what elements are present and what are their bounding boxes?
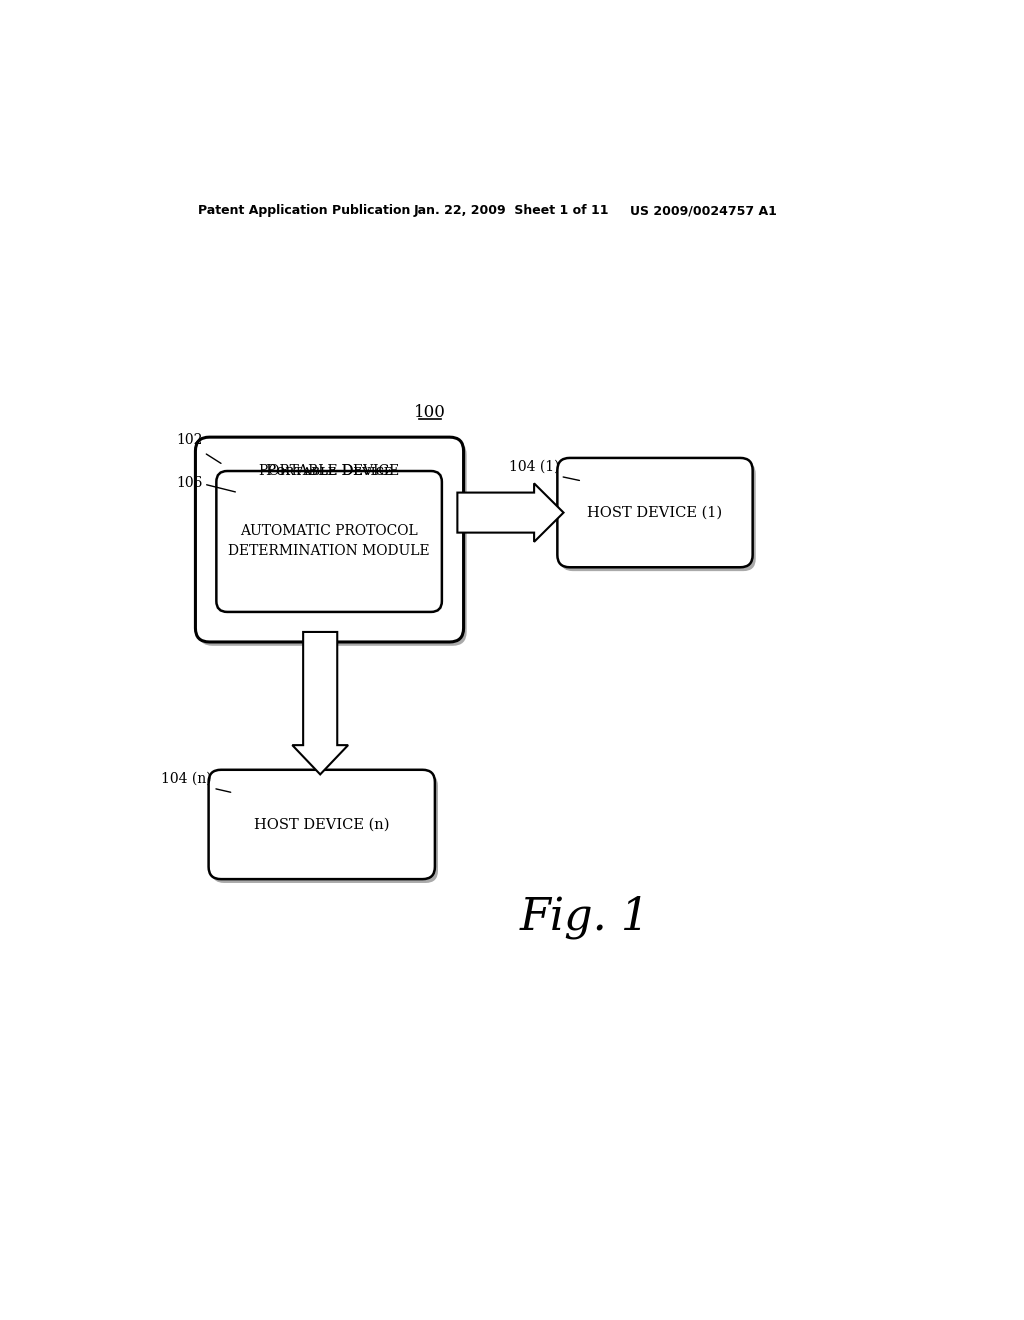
FancyBboxPatch shape <box>560 462 756 572</box>
Text: 104 (1): 104 (1) <box>509 461 560 474</box>
Text: HOST DEVICE (n): HOST DEVICE (n) <box>254 817 389 832</box>
Text: AUTOMATIC PROTOCOL: AUTOMATIC PROTOCOL <box>241 524 418 537</box>
FancyBboxPatch shape <box>212 774 438 883</box>
Text: PORTABLE DEVICE: PORTABLE DEVICE <box>259 465 399 478</box>
Text: Patent Application Publication: Patent Application Publication <box>198 205 411 218</box>
Polygon shape <box>292 632 348 775</box>
Text: HOST DEVICE (1): HOST DEVICE (1) <box>588 506 723 520</box>
Text: Jan. 22, 2009  Sheet 1 of 11: Jan. 22, 2009 Sheet 1 of 11 <box>414 205 608 218</box>
FancyBboxPatch shape <box>209 770 435 879</box>
Text: 106: 106 <box>176 477 203 490</box>
Text: 100: 100 <box>415 404 446 421</box>
FancyBboxPatch shape <box>199 441 467 645</box>
Text: Pᴏʀᴛᴀʙʟᴇ Dᴇᴠɪᴄᴇ: Pᴏʀᴛᴀʙʟᴇ Dᴇᴠɪᴄᴇ <box>266 465 392 478</box>
FancyBboxPatch shape <box>557 458 753 568</box>
Text: US 2009/0024757 A1: US 2009/0024757 A1 <box>630 205 777 218</box>
Text: 102: 102 <box>176 433 203 447</box>
FancyBboxPatch shape <box>216 471 442 612</box>
Text: Fig. 1: Fig. 1 <box>520 895 650 939</box>
FancyBboxPatch shape <box>196 437 464 642</box>
Polygon shape <box>458 483 563 543</box>
Text: 104 (n): 104 (n) <box>161 772 212 785</box>
Text: DETERMINATION MODULE: DETERMINATION MODULE <box>228 544 430 558</box>
